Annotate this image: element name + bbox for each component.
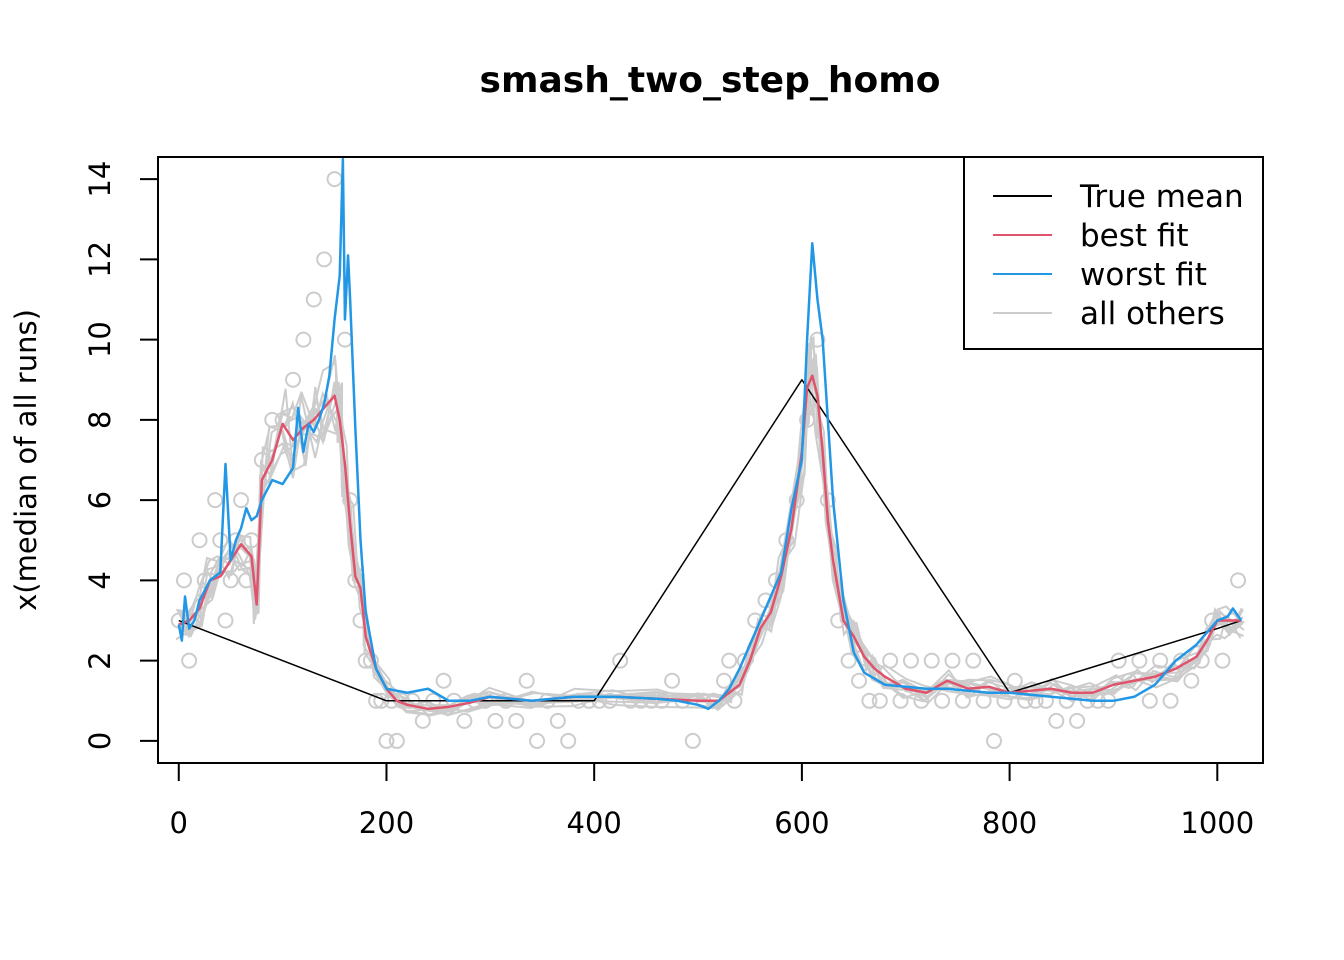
y-tick-label: 0 xyxy=(83,732,117,750)
observation-point xyxy=(1214,652,1231,669)
observation-point xyxy=(1152,652,1169,669)
observation-point xyxy=(456,712,473,729)
legend-label: best fit xyxy=(1080,218,1189,254)
y-tick-label: 10 xyxy=(83,321,117,358)
observation-point xyxy=(923,652,940,669)
observation-point xyxy=(217,612,234,629)
observation-point xyxy=(871,692,888,709)
y-axis: 0 2 4 6 8 10 12 14 xyxy=(83,161,159,750)
observation-point xyxy=(233,492,250,509)
y-tick-label: 2 xyxy=(83,651,117,669)
observation-point xyxy=(840,652,857,669)
x-axis: 0 200 400 600 800 1000 xyxy=(170,762,1254,840)
x-tick-label: 800 xyxy=(982,806,1037,840)
true-mean-line xyxy=(178,378,1242,702)
y-tick-label: 4 xyxy=(83,571,117,589)
legend-box xyxy=(963,156,1264,350)
y-tick-label: 12 xyxy=(83,241,117,278)
legend-label: worst fit xyxy=(1080,257,1207,293)
observation-point xyxy=(487,712,504,729)
y-tick-label: 14 xyxy=(83,161,117,198)
observation-point xyxy=(529,732,546,749)
observation-point xyxy=(1162,692,1179,709)
observation-point xyxy=(944,652,961,669)
y-axis-label: x(median of all runs) xyxy=(9,309,43,611)
worst-fit-line xyxy=(177,157,1243,711)
observation-point xyxy=(181,652,198,669)
observation-point xyxy=(1141,692,1158,709)
x-tick-label: 600 xyxy=(774,806,829,840)
observation-point xyxy=(861,692,878,709)
chart-title: smash_two_step_homo xyxy=(480,60,941,101)
observation-point xyxy=(388,732,405,749)
observation-point xyxy=(368,692,385,709)
other-fit-line xyxy=(179,358,1244,712)
observation-point xyxy=(175,572,192,589)
observation-point xyxy=(549,712,566,729)
observation-point xyxy=(1131,652,1148,669)
observation-point xyxy=(684,732,701,749)
observation-point xyxy=(518,672,535,689)
observation-point xyxy=(435,672,452,689)
observation-point xyxy=(285,371,302,388)
observation-point xyxy=(305,291,322,308)
x-tick-label: 200 xyxy=(359,806,414,840)
observation-point xyxy=(965,652,982,669)
series-lines xyxy=(177,157,1243,711)
observation-point xyxy=(809,331,826,348)
observation-point xyxy=(721,652,738,669)
observation-point xyxy=(207,492,224,509)
observation-point xyxy=(316,251,333,268)
observation-point xyxy=(851,672,868,689)
observation-point xyxy=(560,732,577,749)
observation-point xyxy=(664,672,681,689)
observation-point xyxy=(1230,572,1247,589)
observation-point xyxy=(612,652,629,669)
observation-point xyxy=(716,672,733,689)
observation-point xyxy=(986,732,1003,749)
observation-point xyxy=(191,532,208,549)
observation-point xyxy=(295,331,312,348)
observation-point xyxy=(1069,712,1086,729)
legend-label: all others xyxy=(1080,296,1225,332)
observation-point xyxy=(378,732,395,749)
x-tick-label: 400 xyxy=(567,806,622,840)
y-tick-label: 8 xyxy=(83,411,117,429)
x-tick-label: 0 xyxy=(170,806,188,840)
observation-point xyxy=(934,692,951,709)
observation-point xyxy=(902,652,919,669)
observation-point xyxy=(508,712,525,729)
observation-point xyxy=(1037,692,1054,709)
y-tick-label: 6 xyxy=(83,491,117,509)
observation-point xyxy=(1183,672,1200,689)
legend-label: True mean xyxy=(1079,179,1244,215)
x-tick-label: 1000 xyxy=(1180,806,1254,840)
observation-point xyxy=(1048,712,1065,729)
